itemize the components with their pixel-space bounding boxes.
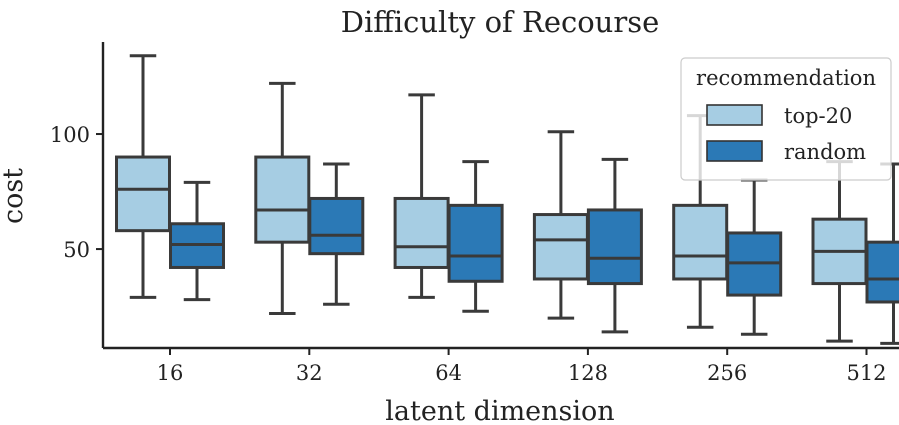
box-top-20-512 bbox=[811, 160, 868, 343]
box-random-512 bbox=[865, 162, 899, 345]
y-tick-label: 50 bbox=[63, 238, 90, 262]
box-top-20-32 bbox=[254, 81, 311, 315]
box-top-20-64 bbox=[393, 93, 450, 299]
plot-area bbox=[115, 54, 899, 345]
y-tick-group: 50 100 bbox=[50, 123, 103, 262]
y-axis-label: cost bbox=[0, 168, 29, 224]
iqr-box bbox=[447, 203, 504, 283]
x-tick-label: 512 bbox=[846, 361, 886, 385]
legend-label-top-20: top-20 bbox=[784, 104, 852, 128]
box-random-64 bbox=[447, 160, 504, 313]
iqr-box bbox=[308, 196, 365, 256]
box-random-32 bbox=[308, 162, 365, 306]
y-tick-label: 100 bbox=[50, 123, 90, 147]
box-random-256 bbox=[726, 178, 783, 336]
x-tick-label: 128 bbox=[568, 361, 608, 385]
legend: recommendation top-20 random bbox=[680, 57, 892, 181]
x-axis-label: latent dimension bbox=[385, 396, 614, 425]
iqr-box bbox=[393, 196, 450, 269]
x-tick-label: 64 bbox=[435, 361, 462, 385]
chart-title: Difficulty of Recourse bbox=[341, 5, 660, 39]
iqr-box bbox=[115, 155, 171, 233]
box-random-16 bbox=[169, 180, 225, 302]
legend-label-random: random bbox=[784, 140, 866, 164]
iqr-box bbox=[865, 240, 899, 304]
iqr-box bbox=[586, 208, 643, 286]
box-top-20-16 bbox=[115, 54, 171, 299]
legend-swatch-top-20 bbox=[706, 104, 763, 126]
iqr-box bbox=[254, 155, 311, 244]
box-random-128 bbox=[586, 157, 643, 334]
legend-swatch-random bbox=[706, 140, 763, 162]
x-tick-label: 16 bbox=[157, 361, 184, 385]
iqr-box bbox=[532, 213, 589, 281]
legend-title: recommendation bbox=[696, 66, 876, 90]
x-tick-group: 16 32 64 128 256 512 bbox=[157, 348, 887, 385]
iqr-box bbox=[672, 203, 729, 281]
x-tick-label: 32 bbox=[296, 361, 323, 385]
box-top-20-128 bbox=[532, 130, 589, 320]
x-tick-label: 256 bbox=[707, 361, 747, 385]
